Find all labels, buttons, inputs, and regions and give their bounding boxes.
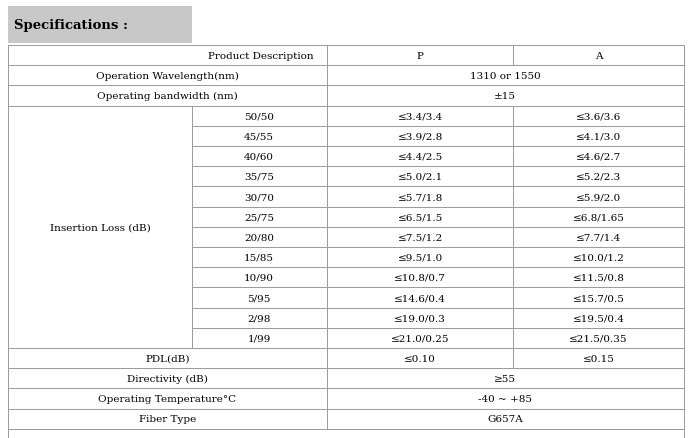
- Text: ≤5.7/1.8: ≤5.7/1.8: [397, 193, 443, 201]
- Text: Product Description: Product Description: [208, 52, 313, 60]
- Text: 15/85: 15/85: [244, 253, 274, 262]
- Text: 25/75: 25/75: [244, 213, 274, 222]
- Text: ≤9.5/1.0: ≤9.5/1.0: [397, 253, 443, 262]
- Text: ≤19.0/0.3: ≤19.0/0.3: [394, 314, 446, 322]
- Text: ≤21.0/0.25: ≤21.0/0.25: [391, 334, 449, 343]
- Text: ±15: ±15: [494, 92, 516, 101]
- Text: ≤6.8/1.65: ≤6.8/1.65: [573, 213, 624, 222]
- Text: 45/55: 45/55: [244, 132, 274, 141]
- Text: ≤10.0/1.2: ≤10.0/1.2: [573, 253, 624, 262]
- Text: ≤19.5/0.4: ≤19.5/0.4: [573, 314, 624, 322]
- Text: ≤14.6/0.4: ≤14.6/0.4: [394, 293, 446, 302]
- Text: ≤0.10: ≤0.10: [404, 354, 436, 363]
- Text: Insertion Loss (dB): Insertion Loss (dB): [50, 223, 150, 232]
- Text: -40 ~ +85: -40 ~ +85: [478, 394, 532, 403]
- Text: ≤5.9/2.0: ≤5.9/2.0: [576, 193, 621, 201]
- Text: ≤0.15: ≤0.15: [583, 354, 614, 363]
- Text: G657A: G657A: [487, 414, 523, 423]
- Text: ≤7.5/1.2: ≤7.5/1.2: [397, 233, 443, 242]
- Text: ≤15.7/0.5: ≤15.7/0.5: [573, 293, 624, 302]
- Text: Fiber Type: Fiber Type: [139, 414, 196, 423]
- Text: 2/98: 2/98: [248, 314, 271, 322]
- Text: ≤5.0/2.1: ≤5.0/2.1: [397, 173, 443, 181]
- Text: ≤21.5/0.35: ≤21.5/0.35: [570, 334, 628, 343]
- Text: A: A: [595, 52, 602, 60]
- Text: 50/50: 50/50: [244, 112, 274, 121]
- Text: 5/95: 5/95: [248, 293, 271, 302]
- Text: ≤3.6/3.6: ≤3.6/3.6: [576, 112, 621, 121]
- Bar: [8, 7, 192, 44]
- Text: ≤6.5/1.5: ≤6.5/1.5: [397, 213, 443, 222]
- Text: Operating bandwidth (nm): Operating bandwidth (nm): [97, 92, 238, 101]
- Text: ≥55: ≥55: [494, 374, 516, 383]
- Text: Specifications :: Specifications :: [14, 19, 128, 32]
- Text: PDL(dB): PDL(dB): [145, 354, 190, 363]
- Text: 1310 or 1550: 1310 or 1550: [470, 72, 540, 81]
- Text: 35/75: 35/75: [244, 173, 274, 181]
- Text: Operation Wavelength(nm): Operation Wavelength(nm): [96, 72, 239, 81]
- Text: ≤7.7/1.4: ≤7.7/1.4: [576, 233, 621, 242]
- Text: ≤10.8/0.7: ≤10.8/0.7: [394, 273, 446, 282]
- Text: P: P: [417, 52, 424, 60]
- Text: Directivity (dB): Directivity (dB): [127, 374, 208, 383]
- Text: ≤4.6/2.7: ≤4.6/2.7: [576, 152, 621, 161]
- Text: 30/70: 30/70: [244, 193, 274, 201]
- Text: 20/80: 20/80: [244, 233, 274, 242]
- Text: ≤5.2/2.3: ≤5.2/2.3: [576, 173, 621, 181]
- Text: 40/60: 40/60: [244, 152, 274, 161]
- Text: 10/90: 10/90: [244, 273, 274, 282]
- Text: Operating Temperature°C: Operating Temperature°C: [98, 394, 237, 403]
- Text: ≤3.4/3.4: ≤3.4/3.4: [397, 112, 443, 121]
- Text: ≤11.5/0.8: ≤11.5/0.8: [573, 273, 624, 282]
- Text: 1/99: 1/99: [248, 334, 271, 343]
- Text: ≤4.4/2.5: ≤4.4/2.5: [397, 152, 443, 161]
- Text: ≤3.9/2.8: ≤3.9/2.8: [397, 132, 443, 141]
- Text: ≤4.1/3.0: ≤4.1/3.0: [576, 132, 621, 141]
